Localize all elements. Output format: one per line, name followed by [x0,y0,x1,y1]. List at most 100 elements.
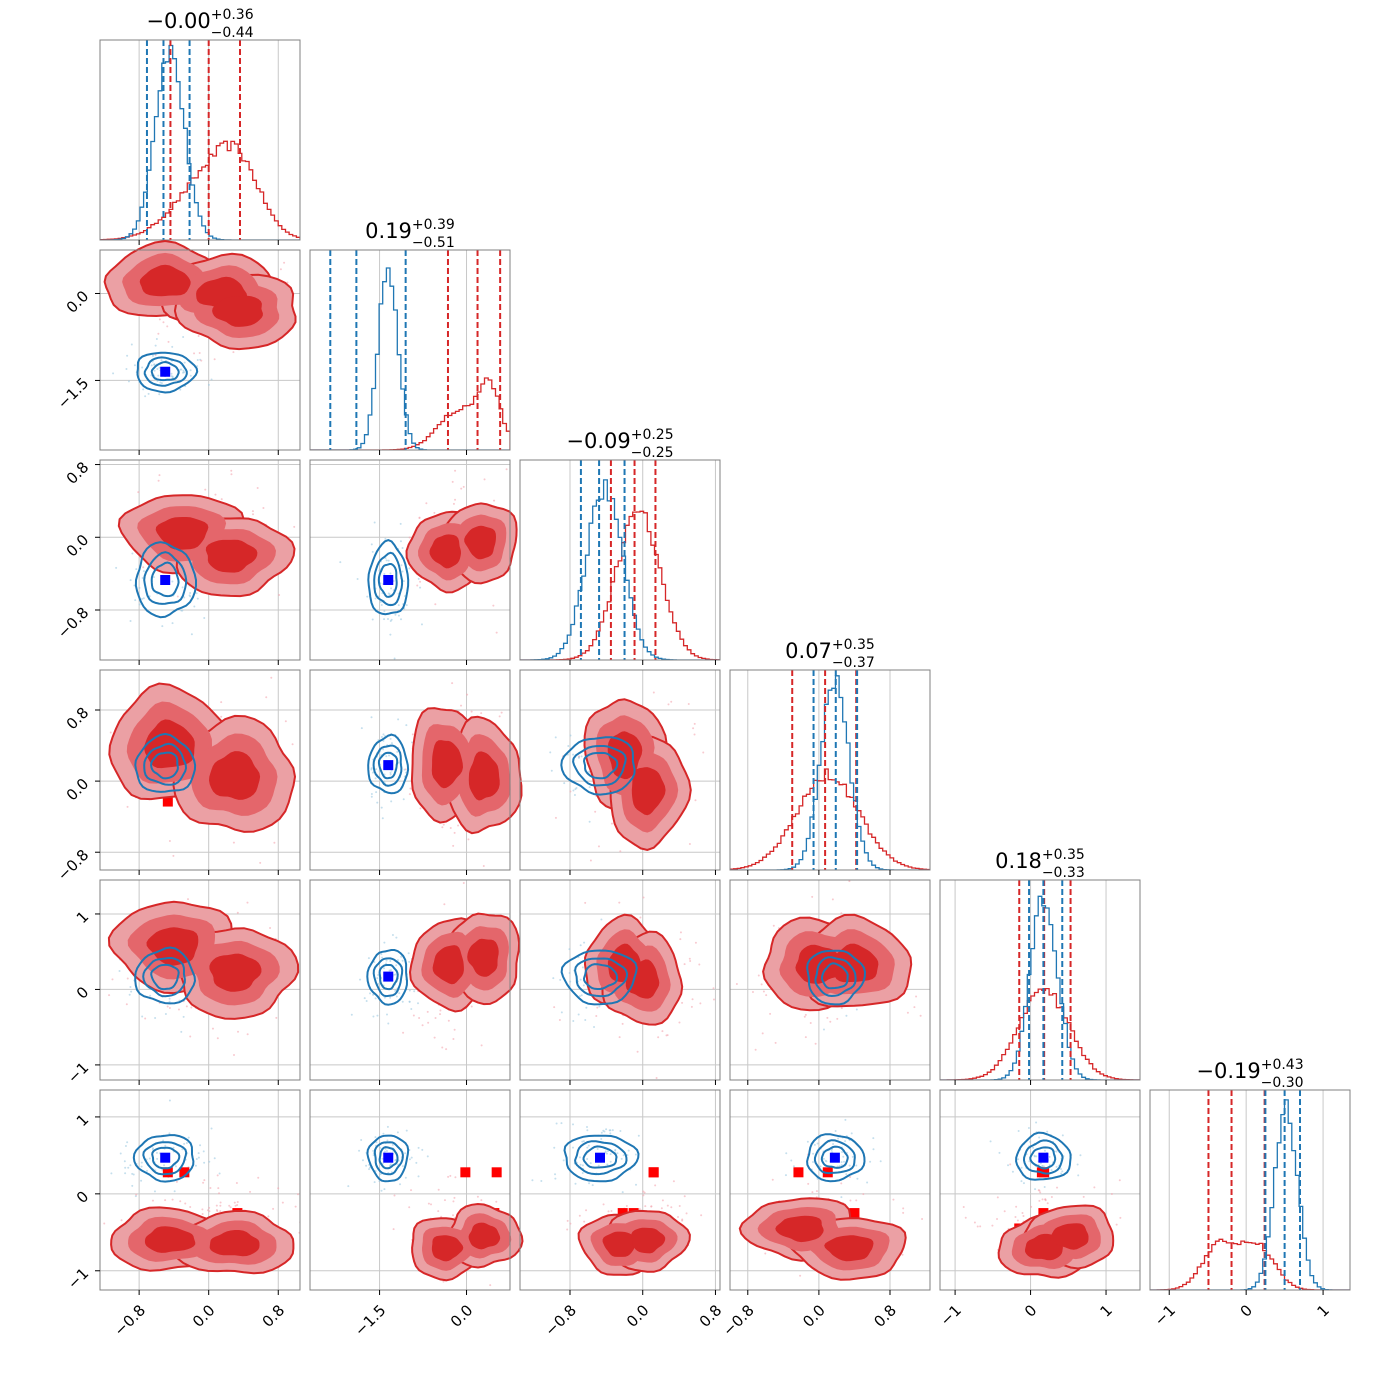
sample-point [124,1144,127,1147]
sample-point [1033,1155,1036,1158]
sample-point [441,1046,444,1049]
sample-point [383,1150,386,1153]
sample-point [815,1190,818,1193]
sample-point [394,973,397,976]
sample-point [460,704,463,707]
sample-point [582,1140,585,1143]
sample-point [843,1160,846,1163]
sample-point [638,1207,641,1210]
panel-frame [729,669,931,871]
y-tick-label: −1 [64,1059,92,1087]
sample-point [410,1156,413,1159]
sample-point [130,990,133,993]
sample-point [804,1036,807,1039]
sample-point [836,1017,839,1020]
sample-point [389,737,392,740]
sample-point [511,1187,513,1189]
sample-point [677,1215,680,1218]
sample-point [764,1252,767,1255]
sample-point [233,1201,236,1204]
sample-point [643,1191,646,1194]
sample-point [1039,1162,1042,1165]
sample-point [427,1021,430,1024]
sample-point [849,1199,852,1202]
sample-point [603,1130,606,1133]
sample-point [1034,1188,1037,1191]
sample-point [586,1146,589,1149]
sample-point [1007,1164,1010,1167]
sample-point [124,1166,127,1169]
sample-point [906,1011,909,1014]
sample-point [803,1015,806,1018]
sample-point [156,1157,159,1160]
sample-point [421,1024,424,1027]
sample-point [840,1182,843,1185]
sample-point [568,948,571,951]
sample-point [1118,1179,1121,1182]
sample-point [157,479,160,482]
sample-point [445,1048,448,1051]
sample-point [218,1192,221,1195]
sample-point [470,1005,473,1008]
sample-point [627,1149,630,1152]
sample-point [661,884,663,886]
sample-point [370,767,373,770]
sample-point [151,1199,154,1202]
sample-point [181,586,184,589]
sample-point [380,604,383,607]
y-tick-label: −1.5 [54,374,92,412]
sample-point [1110,1193,1113,1196]
sample-point [751,991,754,994]
sample-point [386,1013,389,1016]
sample-point [133,584,136,587]
blue-contour [820,962,849,990]
sample-point [161,625,164,628]
sample-point [213,1157,216,1160]
sample-point [277,1187,280,1190]
sample-point [408,793,411,796]
sample-point [511,1184,513,1186]
sample-point [385,962,388,965]
sample-point [193,605,196,608]
sample-point [769,1012,772,1015]
sample-point [129,1164,132,1167]
panel-frame [939,879,1141,1081]
sample-point [495,631,498,634]
sample-point [386,1139,389,1142]
blue-contour [373,551,404,607]
sample-point [219,1210,222,1213]
sample-point [269,927,272,930]
sample-point [1055,1150,1058,1153]
sample-point [408,1206,411,1209]
sample-point [467,838,470,841]
sample-point [814,1042,817,1045]
sample-point [452,1214,455,1217]
sample-point [376,1014,379,1017]
red-contour [432,945,464,985]
sample-point [259,861,262,864]
sample-point [183,596,186,599]
sample-point [211,1027,214,1030]
sample-point [182,1015,185,1018]
sample-point [389,959,392,962]
x-tick-label: −0.8 [541,1301,579,1339]
sample-point [652,691,655,694]
blue-contour [372,957,404,998]
sample-point [442,823,445,826]
sample-point [681,1001,684,1004]
sample-point [189,1205,192,1208]
x-tick-label: 0.0 [623,1301,653,1331]
sample-point [141,576,144,579]
sample-point [375,768,378,771]
sample-point [554,1173,557,1176]
panel-frame [99,39,301,241]
sample-point [442,1280,445,1283]
sample-point [579,944,582,947]
sample-point [1014,1216,1017,1219]
sample-point [170,372,173,375]
sample-point [609,1160,612,1163]
sample-point [377,982,380,985]
sample-point [402,1031,405,1034]
sample-point [174,1165,177,1168]
sample-point [389,620,392,623]
